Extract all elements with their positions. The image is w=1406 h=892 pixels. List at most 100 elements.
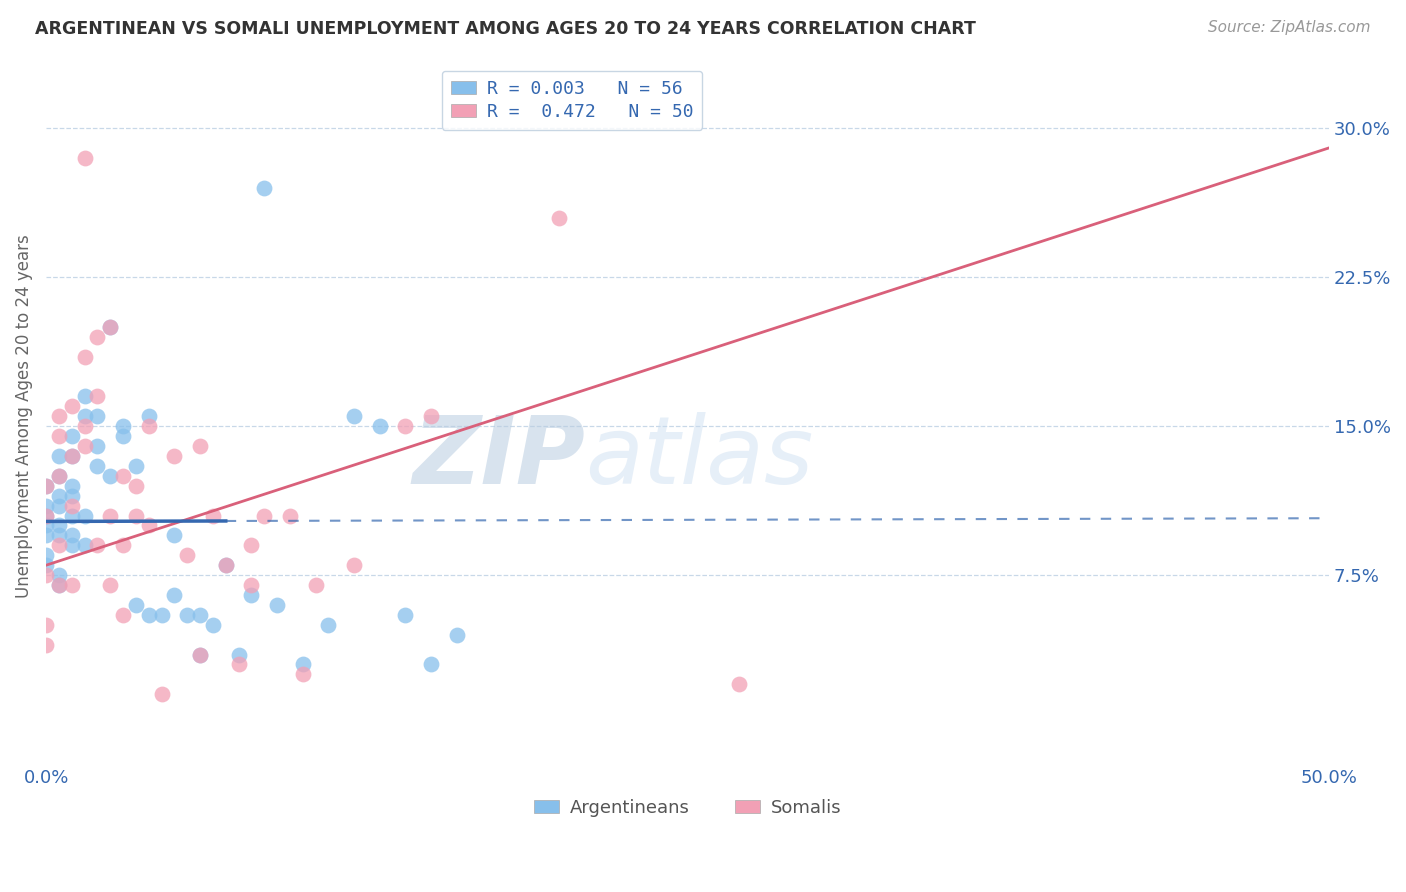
Point: [150, 607, 173, 622]
Point: [60, 489, 83, 503]
Point: [86, 389, 108, 403]
Point: [150, 687, 173, 701]
Point: [163, 588, 186, 602]
Point: [394, 419, 416, 434]
Point: [48, 489, 70, 503]
Point: [368, 419, 391, 434]
Point: [60, 429, 83, 443]
Point: [35, 528, 58, 542]
Text: ARGENTINEAN VS SOMALI UNEMPLOYMENT AMONG AGES 20 TO 24 YEARS CORRELATION CHART: ARGENTINEAN VS SOMALI UNEMPLOYMENT AMONG…: [35, 20, 976, 37]
Point: [35, 499, 58, 513]
Point: [35, 548, 58, 562]
Point: [60, 528, 83, 542]
Point: [48, 468, 70, 483]
Point: [112, 607, 135, 622]
Point: [98, 319, 121, 334]
Point: [215, 558, 238, 573]
Point: [98, 468, 121, 483]
Point: [48, 518, 70, 533]
Point: [60, 479, 83, 493]
Point: [73, 350, 96, 364]
Point: [48, 568, 70, 582]
Text: atlas: atlas: [585, 412, 813, 503]
Point: [73, 389, 96, 403]
Point: [318, 617, 340, 632]
Point: [112, 429, 135, 443]
Point: [35, 479, 58, 493]
Point: [98, 508, 121, 523]
Point: [35, 518, 58, 533]
Point: [98, 578, 121, 592]
Point: [86, 458, 108, 473]
Point: [727, 677, 749, 691]
Point: [138, 419, 160, 434]
Point: [420, 657, 443, 672]
Point: [48, 499, 70, 513]
Point: [60, 399, 83, 413]
Point: [201, 617, 224, 632]
Point: [240, 578, 263, 592]
Point: [125, 508, 148, 523]
Text: Source: ZipAtlas.com: Source: ZipAtlas.com: [1208, 20, 1371, 35]
Point: [35, 617, 58, 632]
Point: [98, 319, 121, 334]
Point: [138, 607, 160, 622]
Point: [73, 151, 96, 165]
Point: [138, 518, 160, 533]
Point: [176, 548, 198, 562]
Point: [86, 538, 108, 552]
Point: [420, 409, 443, 424]
Point: [60, 538, 83, 552]
Point: [176, 607, 198, 622]
Point: [48, 429, 70, 443]
Point: [73, 439, 96, 453]
Point: [125, 458, 148, 473]
Point: [188, 439, 211, 453]
Point: [163, 528, 186, 542]
Point: [188, 648, 211, 662]
Point: [73, 409, 96, 424]
Point: [548, 211, 571, 225]
Point: [35, 508, 58, 523]
Point: [278, 508, 301, 523]
Point: [343, 558, 366, 573]
Point: [125, 598, 148, 612]
Point: [343, 409, 366, 424]
Point: [228, 648, 250, 662]
Point: [48, 528, 70, 542]
Point: [240, 538, 263, 552]
Point: [35, 508, 58, 523]
Point: [48, 538, 70, 552]
Legend: Argentineans, Somalis: Argentineans, Somalis: [526, 792, 849, 824]
Point: [394, 607, 416, 622]
Point: [163, 449, 186, 463]
Point: [60, 578, 83, 592]
Point: [35, 479, 58, 493]
Point: [291, 657, 314, 672]
Point: [253, 180, 276, 194]
Point: [60, 499, 83, 513]
Point: [240, 588, 263, 602]
Point: [73, 538, 96, 552]
Point: [201, 508, 224, 523]
Point: [112, 419, 135, 434]
Y-axis label: Unemployment Among Ages 20 to 24 years: Unemployment Among Ages 20 to 24 years: [15, 235, 32, 598]
Point: [60, 449, 83, 463]
Point: [60, 449, 83, 463]
Point: [125, 479, 148, 493]
Point: [253, 508, 276, 523]
Point: [446, 628, 468, 642]
Point: [48, 578, 70, 592]
Point: [304, 578, 326, 592]
Point: [48, 409, 70, 424]
Point: [73, 419, 96, 434]
Point: [112, 468, 135, 483]
Point: [48, 449, 70, 463]
Point: [35, 568, 58, 582]
Point: [215, 558, 238, 573]
Point: [48, 468, 70, 483]
Point: [60, 508, 83, 523]
Point: [188, 607, 211, 622]
Point: [138, 409, 160, 424]
Point: [73, 508, 96, 523]
